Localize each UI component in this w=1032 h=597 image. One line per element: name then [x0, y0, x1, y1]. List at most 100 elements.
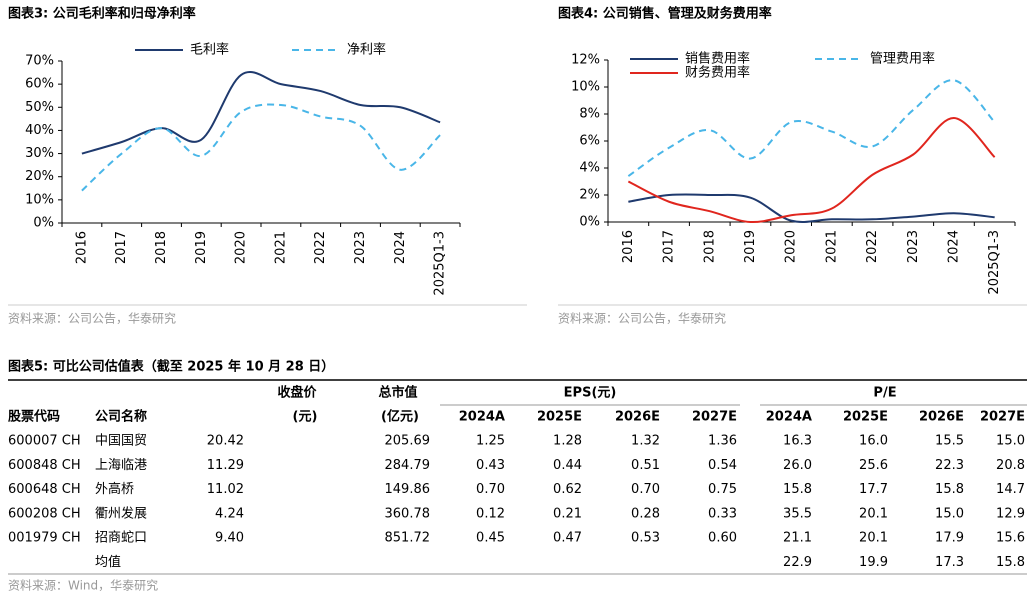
x-tick-label: 2018 — [154, 231, 169, 264]
y-tick-label: 50% — [25, 100, 54, 115]
mean-cell: 17.3 — [935, 555, 964, 570]
series-line — [627, 79, 996, 177]
cell: 600208 CH — [8, 506, 81, 521]
x-tick-label: 2020 — [784, 230, 799, 263]
header-cell: 2025E — [843, 410, 888, 425]
y-tick-label: 2% — [579, 188, 600, 203]
x-tick-label: 2022 — [313, 231, 328, 264]
y-tick-label: 70% — [25, 54, 54, 69]
cell: 35.5 — [783, 506, 812, 521]
header-cell: 2025E — [537, 410, 582, 425]
cell: 0.33 — [708, 506, 737, 521]
header-cell: 2026E — [919, 410, 964, 425]
cell: 12.9 — [996, 506, 1025, 521]
cell: 0.51 — [631, 458, 660, 473]
y-tick-label: 8% — [579, 107, 600, 122]
y-tick-label: 0% — [579, 215, 600, 230]
y-tick-label: 6% — [579, 134, 600, 149]
x-tick-label: 2025Q1-3 — [987, 230, 1002, 295]
cell: 600007 CH — [8, 434, 81, 449]
x-tick-label: 2024 — [393, 231, 408, 264]
cell: 17.9 — [935, 531, 964, 546]
y-tick-label: 30% — [25, 146, 54, 161]
x-tick-label: 2016 — [621, 230, 636, 263]
cell: 0.70 — [631, 482, 660, 497]
y-tick-label: 0% — [33, 216, 54, 231]
source: 资料来源：公司公告，华泰研究 — [8, 311, 176, 326]
cell: 15.6 — [996, 531, 1025, 546]
x-tick-label: 2018 — [702, 230, 717, 263]
x-tick-label: 2020 — [234, 231, 249, 264]
cell: 21.1 — [783, 531, 812, 546]
cell: 16.3 — [783, 434, 812, 449]
cell: 22.3 — [935, 458, 964, 473]
header-cell: 2027E — [692, 410, 737, 425]
cell: 15.8 — [783, 482, 812, 497]
cell: 17.7 — [859, 482, 888, 497]
cell: 0.54 — [708, 458, 737, 473]
x-tick-label: 2017 — [114, 231, 129, 264]
table-title: 图表5: 可比公司估值表（截至 2025 年 10 月 28 日） — [8, 359, 334, 375]
cell: 0.62 — [553, 482, 582, 497]
header-cell: 2027E — [980, 410, 1025, 425]
header-cell: 股票代码 — [8, 409, 60, 425]
cell: 4.24 — [215, 506, 244, 521]
cell: 851.72 — [385, 531, 431, 546]
cell: 1.25 — [476, 434, 505, 449]
cell: 284.79 — [385, 458, 431, 473]
cell: 0.21 — [553, 506, 582, 521]
mean-cell: 15.8 — [996, 555, 1025, 570]
y-tick-label: 4% — [579, 161, 600, 176]
cell: 25.6 — [859, 458, 888, 473]
header-top: 总市值 — [378, 385, 417, 401]
chart-title: 图表4: 公司销售、管理及财务费用率 — [558, 6, 772, 22]
header-top: EPS(元) — [564, 386, 617, 401]
cell: 360.78 — [385, 506, 431, 521]
cell: 招商蛇口 — [95, 531, 147, 546]
cell: 0.53 — [631, 531, 660, 546]
y-tick-label: 10% — [571, 80, 600, 95]
cell: 15.5 — [935, 434, 964, 449]
cell: 0.75 — [708, 482, 737, 497]
mean-label: 均值 — [95, 554, 121, 570]
series-line — [627, 117, 996, 224]
header-cell: (亿元) — [381, 409, 419, 425]
cell: 20.8 — [996, 458, 1025, 473]
header-cell: 公司名称 — [95, 409, 147, 425]
series-line — [81, 103, 441, 192]
header-cell: (元) — [293, 410, 318, 425]
x-tick-label: 2022 — [865, 230, 880, 263]
x-tick-label: 2019 — [743, 230, 758, 263]
cell: 0.70 — [476, 482, 505, 497]
cell: 1.32 — [631, 434, 660, 449]
chart-title: 图表3: 公司毛利率和归母净利率 — [8, 6, 196, 22]
x-tick-label: 2019 — [194, 231, 209, 264]
legend-label: 管理费用率 — [870, 51, 935, 67]
cell: 0.28 — [631, 506, 660, 521]
cell: 001979 CH — [8, 531, 81, 546]
y-tick-label: 20% — [25, 169, 54, 184]
y-tick-label: 12% — [571, 53, 600, 68]
source: 资料来源：Wind，华泰研究 — [8, 578, 158, 593]
mean-cell: 19.9 — [859, 555, 888, 570]
x-tick-label: 2016 — [74, 231, 89, 264]
series-line — [81, 71, 441, 155]
cell: 0.45 — [476, 531, 505, 546]
x-tick-label: 2021 — [824, 230, 839, 263]
cell: 20.1 — [859, 506, 888, 521]
x-tick-label: 2017 — [662, 230, 677, 263]
legend-label: 财务费用率 — [685, 65, 750, 81]
cell: 1.28 — [553, 434, 582, 449]
x-tick-label: 2023 — [353, 231, 368, 264]
cell: 15.0 — [996, 434, 1025, 449]
cell: 9.40 — [215, 531, 244, 546]
cell: 0.43 — [476, 458, 505, 473]
cell: 外高桥 — [95, 481, 134, 497]
y-tick-label: 40% — [25, 123, 54, 138]
cell: 1.36 — [708, 434, 737, 449]
y-tick-label: 60% — [25, 77, 54, 92]
header-top: P/E — [873, 386, 896, 401]
cell: 0.12 — [476, 506, 505, 521]
legend-label: 毛利率 — [190, 42, 229, 58]
